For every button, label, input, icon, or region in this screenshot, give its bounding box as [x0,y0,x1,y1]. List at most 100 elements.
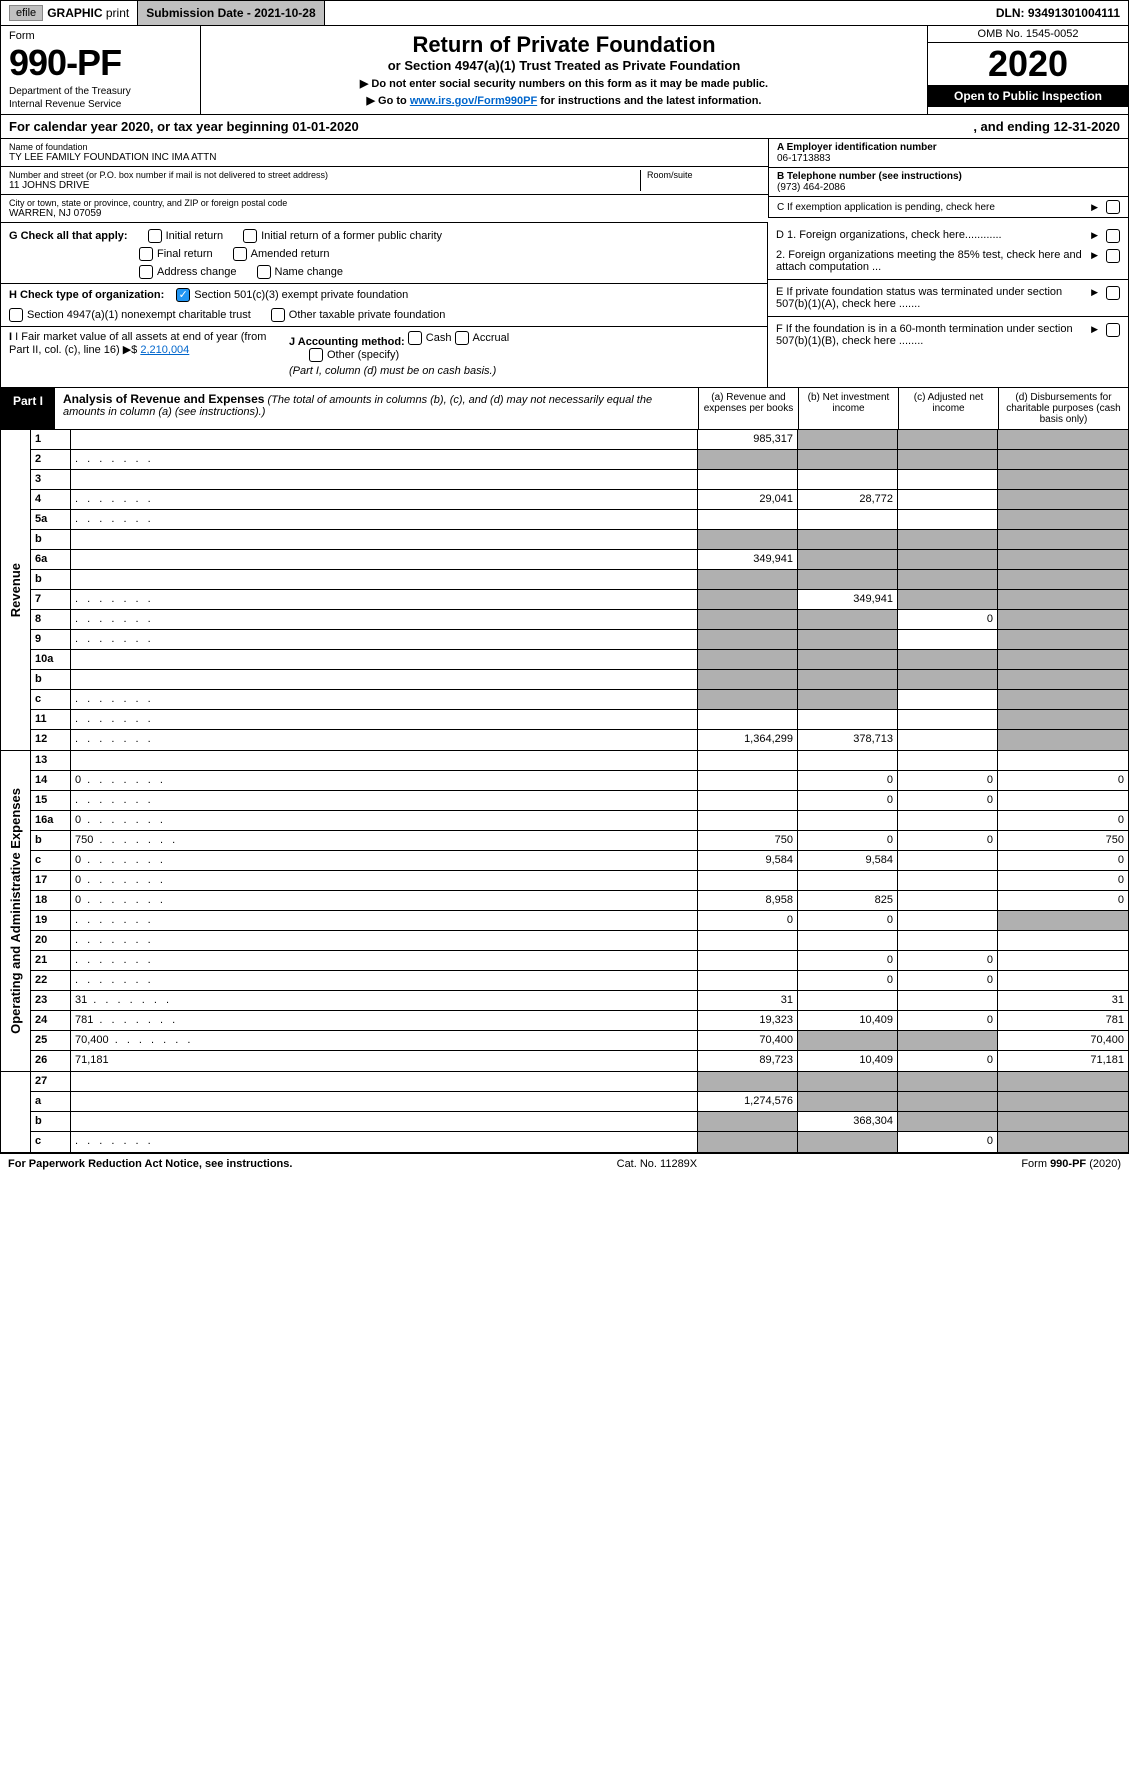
e-checkbox[interactable] [1106,286,1120,300]
col-a-value: 89,723 [698,1051,798,1071]
col-d-value: 31 [998,991,1128,1010]
line-number: 25 [31,1031,71,1050]
line-number: 14 [31,771,71,790]
col-c-value: 0 [898,831,998,850]
col-a-value [698,1072,798,1091]
col-c-value [898,991,998,1010]
col-a-value [698,570,798,589]
entity-left: Name of foundation TY LEE FAMILY FOUNDAT… [1,139,768,223]
line-number: c [31,1132,71,1152]
revenue-side-label: Revenue [1,430,31,750]
final-return-checkbox[interactable] [139,247,153,261]
col-b-value [798,991,898,1010]
table-row: 2570,400 . . . . . . .70,40070,400 [31,1031,1128,1051]
501c3-checkbox[interactable] [176,288,190,302]
line-number: 3 [31,470,71,489]
col-d-value [998,690,1128,709]
col-d-value [998,550,1128,569]
efile-button[interactable]: efile [9,5,43,21]
footer-mid: Cat. No. 11289X [617,1158,698,1170]
line-number: 19 [31,911,71,930]
i-section: I I Fair market value of all assets at e… [9,331,289,377]
table-row: 8 . . . . . . .0 [31,610,1128,630]
year-end: , and ending 12-31-2020 [973,119,1120,134]
part1-desc: Analysis of Revenue and Expenses (The to… [55,388,698,429]
table-row: 140 . . . . . . .000 [31,771,1128,791]
address-change-checkbox[interactable] [139,265,153,279]
col-d-value [998,1112,1128,1131]
accrual-checkbox[interactable] [455,331,469,345]
4947-checkbox[interactable] [9,308,23,322]
line-desc [71,650,698,669]
line-number: 22 [31,971,71,990]
col-c-value [898,1072,998,1091]
col-c-value: 0 [898,1051,998,1071]
col-d-value: 0 [998,811,1128,830]
fmv-link[interactable]: 2,210,004 [140,344,189,356]
col-b-value: 0 [798,791,898,810]
address-row: Number and street (or P.O. box number if… [1,167,768,195]
col-d-value: 70,400 [998,1031,1128,1050]
col-a-value [698,650,798,669]
col-a-value [698,1132,798,1152]
line-number: 5a [31,510,71,529]
col-d-value [998,710,1128,729]
street-address: 11 JOHNS DRIVE [9,180,640,191]
col-b-value [798,670,898,689]
line-desc [71,470,698,489]
name-change-checkbox[interactable] [257,265,271,279]
col-a-value [698,470,798,489]
col-a-value [698,610,798,629]
c-checkbox[interactable] [1106,200,1120,214]
col-a-value [698,670,798,689]
year-begin: For calendar year 2020, or tax year begi… [9,119,973,134]
d2-checkbox[interactable] [1106,249,1120,263]
col-d-value [998,430,1128,449]
line-desc: 0 . . . . . . . [71,891,698,910]
col-c-value [898,470,998,489]
part1-columns: (a) Revenue and expenses per books (b) N… [698,388,1128,429]
col-c-value [898,730,998,750]
room-label: Room/suite [647,170,760,180]
f-checkbox[interactable] [1106,323,1120,337]
col-d-value: 0 [998,851,1128,870]
col-a-value: 1,274,576 [698,1092,798,1111]
table-row: 4 . . . . . . .29,04128,772 [31,490,1128,510]
line-desc: . . . . . . . [71,1132,698,1152]
d1-checkbox[interactable] [1106,229,1120,243]
other-taxable-checkbox[interactable] [271,308,285,322]
col-b-value [798,1132,898,1152]
initial-former-checkbox[interactable] [243,229,257,243]
footer-right: Form 990-PF (2020) [1021,1158,1121,1170]
city-value: WARREN, NJ 07059 [9,208,760,219]
col-b-value [798,470,898,489]
line-number: 6a [31,550,71,569]
col-c-value [898,690,998,709]
col-d-value [998,650,1128,669]
print-link[interactable]: print [106,6,129,20]
amended-checkbox[interactable] [233,247,247,261]
tax-year: 2020 [928,43,1128,85]
line-desc: . . . . . . . [71,951,698,970]
other-method-checkbox[interactable] [309,348,323,362]
col-a-value [698,690,798,709]
form-title: Return of Private Foundation [207,32,921,58]
col-d-value [998,730,1128,750]
line-desc: . . . . . . . [71,590,698,609]
col-c-value: 0 [898,1011,998,1030]
cash-checkbox[interactable] [408,331,422,345]
line-number: 16a [31,811,71,830]
part1-header: Part I Analysis of Revenue and Expenses … [0,388,1129,430]
net-side [1,1072,31,1152]
form-label: Form [9,30,192,42]
line-number: 18 [31,891,71,910]
col-b-value: 0 [798,771,898,790]
j-section: J Accounting method: Cash Accrual Other … [289,331,759,377]
initial-return-checkbox[interactable] [148,229,162,243]
col-d-value: 0 [998,771,1128,790]
col-c-value [898,590,998,609]
instructions-link[interactable]: www.irs.gov/Form990PF [410,95,537,107]
line-desc: 31 . . . . . . . [71,991,698,1010]
col-d-value [998,911,1128,930]
line-desc: . . . . . . . [71,690,698,709]
